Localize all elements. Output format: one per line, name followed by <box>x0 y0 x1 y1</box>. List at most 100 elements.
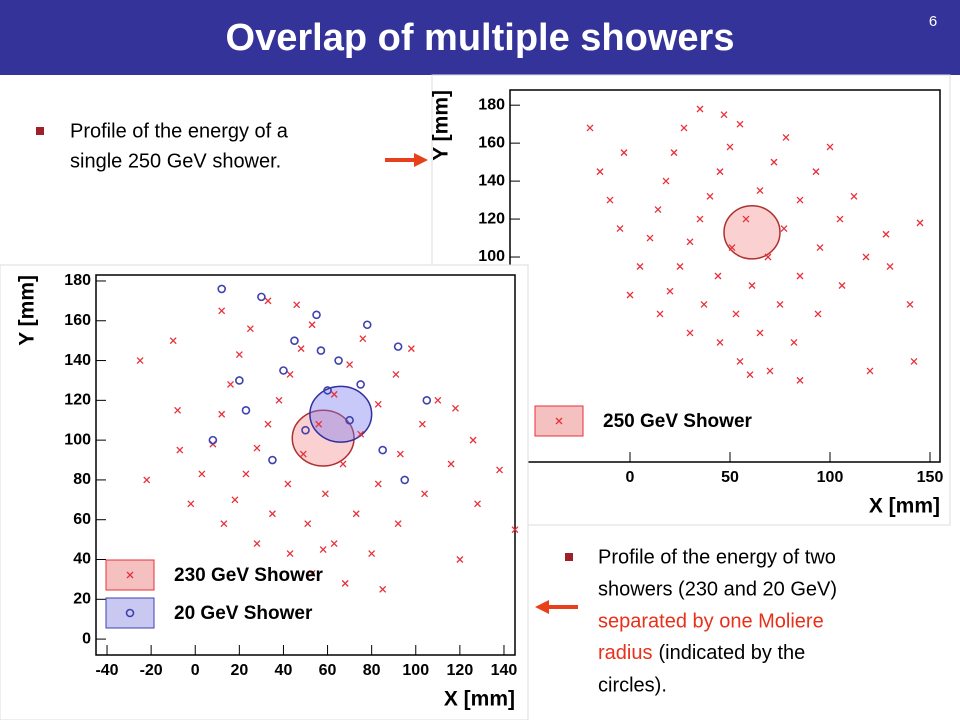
marker <box>732 310 740 318</box>
marker <box>330 540 338 548</box>
marker <box>766 367 774 375</box>
marker <box>555 417 563 425</box>
marker <box>866 367 874 375</box>
marker <box>790 338 798 346</box>
marker <box>816 244 824 251</box>
marker <box>812 168 820 176</box>
y-tick-label: 140 <box>64 352 91 369</box>
marker <box>782 133 790 141</box>
marker <box>838 282 846 289</box>
marker <box>586 124 594 132</box>
marker <box>646 234 654 242</box>
marker <box>728 244 736 251</box>
marker <box>299 450 307 458</box>
marker <box>746 371 754 379</box>
moliere-circle <box>291 409 355 467</box>
marker <box>886 263 894 270</box>
bullet-marker <box>36 127 44 135</box>
marker <box>616 225 624 233</box>
marker <box>469 436 477 444</box>
marker <box>916 219 924 227</box>
marker <box>456 556 464 563</box>
marker <box>656 310 664 318</box>
bullet-text: single 250 GeV shower. <box>70 150 281 172</box>
marker <box>770 158 778 166</box>
legend-label: 230 GeV Shower <box>174 565 324 586</box>
y-axis-label: Y [mm] <box>430 90 453 161</box>
y-tick-label: 160 <box>478 134 505 151</box>
marker <box>796 196 804 204</box>
bullet-marker <box>565 553 573 561</box>
arrow-head <box>535 600 549 614</box>
marker <box>850 192 858 200</box>
marker <box>418 420 426 428</box>
marker <box>231 496 239 504</box>
x-tick-label: 100 <box>402 662 429 679</box>
y-tick-label: 180 <box>64 272 91 289</box>
marker <box>882 230 890 238</box>
bullet-text: circles). <box>598 674 667 696</box>
marker <box>796 272 804 280</box>
y-tick-label: 100 <box>478 248 505 265</box>
marker <box>341 579 349 587</box>
x-axis-label: X [mm] <box>444 688 515 711</box>
marker <box>680 124 688 132</box>
x-tick-label: 60 <box>319 662 337 679</box>
marker <box>748 282 756 289</box>
y-tick-label: 100 <box>64 431 91 448</box>
legend-swatch <box>105 597 155 629</box>
marker <box>357 430 365 438</box>
marker <box>796 376 804 384</box>
marker <box>706 192 714 200</box>
marker <box>716 168 724 176</box>
marker <box>279 366 288 375</box>
x-tick-label: 100 <box>817 469 844 486</box>
marker <box>756 329 764 337</box>
page-number: 6 <box>929 13 937 30</box>
marker <box>257 292 266 302</box>
y-tick-label: 180 <box>478 96 505 113</box>
marker <box>606 196 614 204</box>
marker <box>662 177 670 185</box>
marker <box>315 420 323 428</box>
marker <box>686 329 694 337</box>
x-tick-label: -40 <box>95 662 118 679</box>
marker <box>626 291 634 299</box>
marker <box>352 510 360 518</box>
marker <box>368 550 376 557</box>
marker <box>321 490 329 498</box>
marker <box>670 149 678 157</box>
marker <box>392 371 400 378</box>
bullet-text: Profile of the energy of a <box>70 120 289 142</box>
x-tick-label: 140 <box>491 662 518 679</box>
bullet-highlight: radius <box>598 642 652 664</box>
legend-label: 20 GeV Shower <box>174 603 313 624</box>
marker <box>496 466 504 474</box>
marker <box>227 380 234 388</box>
marker <box>696 105 704 113</box>
marker <box>826 143 834 151</box>
bullet-text: (indicated by the <box>658 642 805 664</box>
x-tick-label: 0 <box>191 662 200 679</box>
marker <box>422 396 432 405</box>
marker <box>720 111 728 119</box>
marker <box>814 310 822 318</box>
marker <box>421 490 429 498</box>
marker <box>686 238 694 246</box>
marker <box>756 187 764 195</box>
marker <box>218 307 226 315</box>
x-tick-label: -20 <box>140 662 163 679</box>
marker <box>378 445 387 455</box>
marker <box>264 420 272 428</box>
marker <box>323 386 332 395</box>
marker <box>447 460 455 468</box>
marker <box>174 406 182 414</box>
marker <box>345 415 354 425</box>
marker <box>764 253 772 261</box>
marker <box>286 550 294 557</box>
marker <box>284 480 292 488</box>
chart-1: 050100150020406080100120140160180X [mm]Y… <box>430 74 951 526</box>
x-tick-label: 0 <box>626 469 635 486</box>
y-axis-label: Y [mm] <box>16 275 39 346</box>
marker <box>339 460 347 468</box>
